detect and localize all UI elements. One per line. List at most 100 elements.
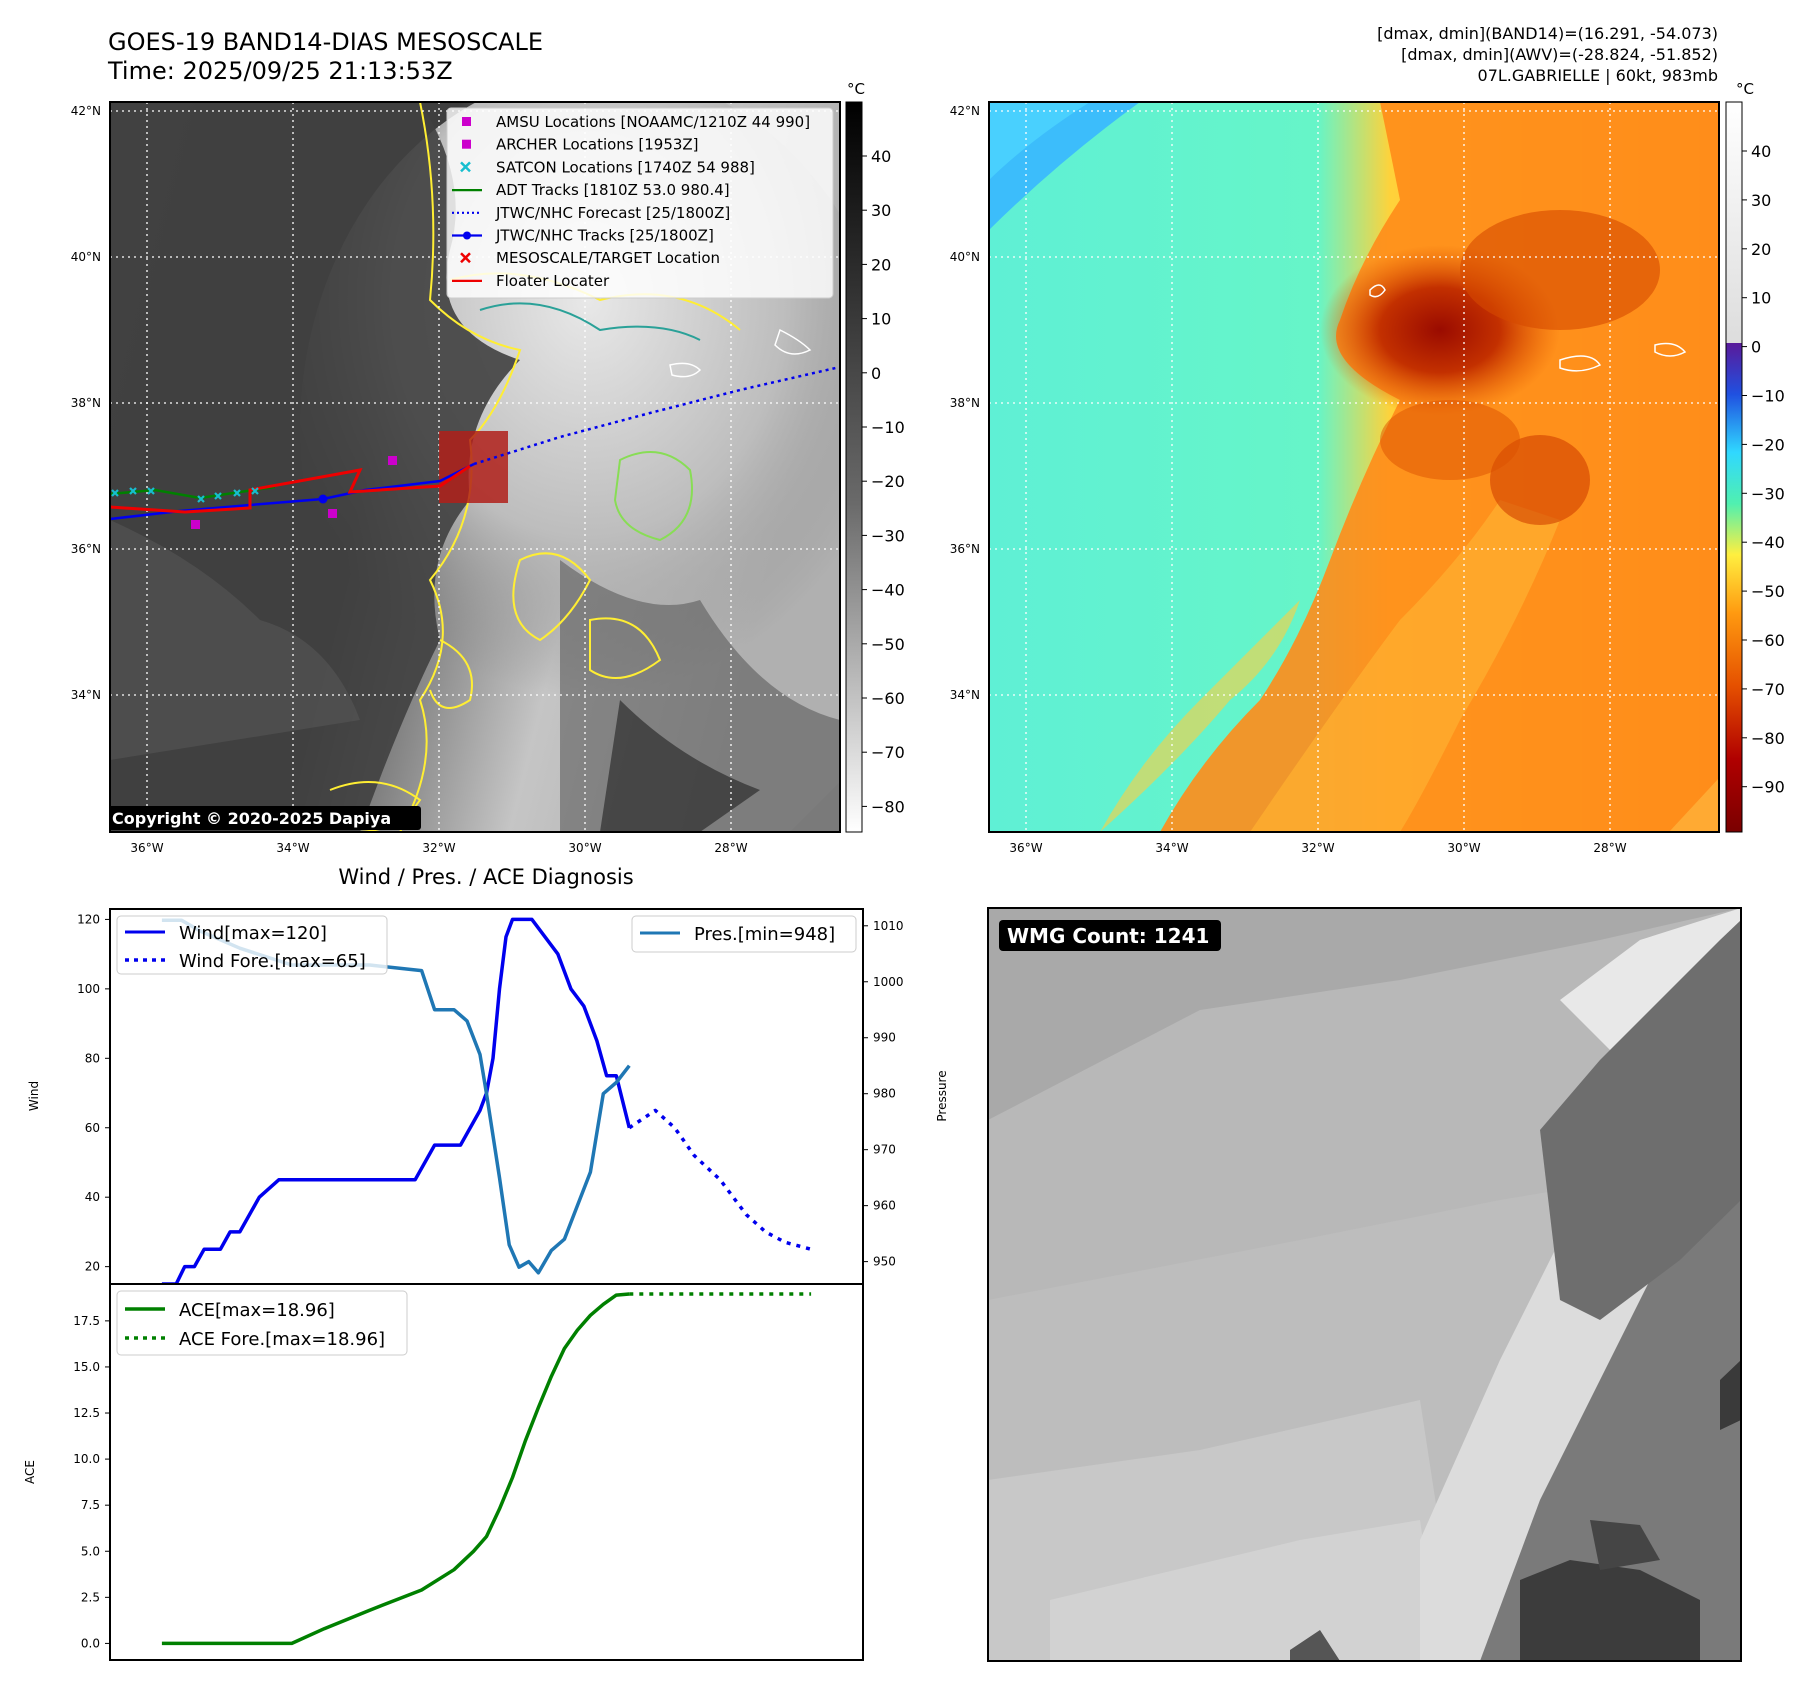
floater-locator-track (110, 464, 471, 514)
ace-axis-label: ACE (23, 1460, 37, 1484)
legend-x-icon (460, 252, 471, 264)
colorbar-tick-label: 20 (1751, 240, 1771, 259)
lon-tick-label: 36°W (1009, 841, 1042, 855)
y-tick-label: 80 (85, 1051, 100, 1065)
ir-colorbar: °C 40 30 20 10 0 −10 −20 −30 −40 −50 −60 −70 −80 (845, 80, 905, 833)
lat-tick-label: 34°N (71, 688, 101, 702)
awv-map-panel: 42°N 40°N 38°N 36°N 34°N 36°W 34°W 32°W 30°W 28°… (950, 101, 1720, 855)
map-legend-item: AMSU Locations [NOAAMC/1210Z 44 990] (462, 113, 810, 131)
awv-colorbar-unit: °C (1736, 80, 1754, 98)
lat-tick-label: 36°N (950, 542, 980, 556)
wind-forecast-legend-label: Wind Fore.[max=65] (179, 951, 366, 972)
colorbar-tick-label: 40 (871, 147, 891, 166)
legend-square-icon (462, 117, 471, 126)
y-tick-label: 2.5 (81, 1590, 100, 1604)
jtwc-track-point (318, 494, 328, 504)
map-legend-label: SATCON Locations [1740Z 54 988] (496, 158, 755, 176)
map-gridlines (989, 102, 1719, 832)
map-legend-item: MESOSCALE/TARGET Location (460, 249, 720, 267)
colorbar-tick-label: −50 (871, 635, 905, 654)
ace-forecast-legend-label: ACE Fore.[max=18.96] (179, 1329, 385, 1350)
lon-tick-label: 34°W (1155, 841, 1188, 855)
colorbar-tick-label: −20 (871, 472, 905, 491)
ace-chart: 0.0 2.5 5.0 7.5 10.0 12.5 15.0 17.5 ACE ACE[max… (23, 1283, 864, 1661)
lon-tick-label: 30°W (1447, 841, 1480, 855)
pressure-legend: Pres.[min=948] (631, 915, 857, 953)
y-tick-label: 17.5 (73, 1314, 100, 1328)
map-legend-label: ADT Tracks [1810Z 53.0 980.4] (496, 181, 730, 199)
colorbar-tick-label: −70 (871, 743, 905, 762)
colorbar-tick-label: −90 (1751, 778, 1785, 797)
y-right-tick-label: 960 (873, 1199, 896, 1213)
y-tick-label: 20 (85, 1260, 100, 1274)
colorbar-tick-label: 30 (871, 201, 891, 220)
ir-colorbar-unit: °C (847, 80, 865, 98)
archer-marker (388, 456, 397, 465)
amsu-marker (328, 509, 337, 518)
wind-legend: Wind[max=120] Wind Fore.[max=65] (116, 915, 388, 975)
wind-legend-label: Wind[max=120] (179, 923, 327, 944)
figure-time: Time: 2025/09/25 21:13:53Z (107, 57, 453, 85)
y-right-tick-label: 970 (873, 1143, 896, 1157)
copyright-label: Copyright © 2020-2025 Dapiya (112, 809, 391, 828)
y-right-tick-label: 980 (873, 1087, 896, 1101)
colorbar-tick-label: −80 (871, 797, 905, 816)
lon-tick-label: 32°W (1301, 841, 1334, 855)
colorbar-tick-label: −10 (1751, 387, 1785, 406)
colorbar-tick-label: −10 (871, 418, 905, 437)
colorbar-tick-label: 0 (1751, 338, 1761, 357)
lon-tick-label: 28°W (714, 841, 747, 855)
series-wind-fore-line (628, 1108, 812, 1251)
lat-tick-label: 38°N (950, 396, 980, 410)
colorbar-tick-label: −20 (1751, 435, 1785, 454)
map-legend-label: Floater Locater (496, 272, 610, 290)
y-tick-label: 0.0 (81, 1636, 100, 1650)
lon-tick-label: 36°W (130, 841, 163, 855)
awv-colorbar: °C 40 30 20 10 0 −10 −20 −30 −40 −50 −60 −70 −80 −90 (1725, 80, 1785, 833)
y-right-tick-label: 990 (873, 1031, 896, 1045)
colorbar-tick-label: 0 (871, 364, 881, 383)
lat-tick-label: 34°N (950, 688, 980, 702)
diagnosis-title: Wind / Pres. / ACE Diagnosis (338, 865, 633, 889)
y-tick-label: 100 (77, 982, 100, 996)
jtwc-forecast-track (473, 365, 840, 466)
info-storm: 07L.GABRIELLE | 60kt, 983mb (1478, 66, 1718, 85)
y-tick-label: 5.0 (81, 1544, 100, 1558)
lat-tick-label: 40°N (950, 250, 980, 264)
colorbar-tick-label: −40 (1751, 533, 1785, 552)
info-band14: [dmax, dmin](BAND14)=(16.291, -54.073) (1377, 24, 1718, 43)
map-legend-item: Floater Locater (452, 272, 610, 290)
series-ace-line (161, 1292, 630, 1646)
colorbar-tick-label: 30 (1751, 191, 1771, 210)
map-legend-label: AMSU Locations [NOAAMC/1210Z 44 990] (496, 113, 810, 131)
y-tick-label: 7.5 (81, 1498, 100, 1512)
legend-x-icon (460, 161, 471, 173)
lat-tick-label: 42°N (950, 104, 980, 118)
figure-title: GOES-19 BAND14-DIAS MESOSCALE (108, 28, 543, 56)
map-legend-label: JTWC/NHC Forecast [25/1800Z] (495, 204, 730, 222)
pressure-legend-label: Pres.[min=948] (694, 924, 835, 945)
ir-map-panel: AMSU Locations [NOAAMC/1210Z 44 990] ARCH… (71, 101, 841, 855)
colorbar-tick-label: −30 (1751, 484, 1785, 503)
map-legend-item: SATCON Locations [1740Z 54 988] (460, 158, 755, 176)
y-tick-label: 10.0 (73, 1452, 100, 1466)
map-legend: AMSU Locations [NOAAMC/1210Z 44 990] ARCH… (446, 107, 834, 299)
wmg-panel: WMG Count: 1241 (987, 907, 1742, 1662)
wind-pressure-chart: 20 40 60 80 100 120 950 960 970 980 990 1000 1010 Wi… (27, 908, 949, 1285)
y-tick-label: 40 (85, 1190, 100, 1204)
colorbar-tick-label: 10 (1751, 289, 1771, 308)
colorbar-tick-label: −30 (871, 526, 905, 545)
y-right-tick-label: 1010 (873, 919, 904, 933)
ace-legend-label: ACE[max=18.96] (179, 1300, 335, 1321)
y-right-tick-label: 950 (873, 1255, 896, 1269)
map-legend-label: ARCHER Locations [1953Z] (496, 136, 699, 154)
ace-legend: ACE[max=18.96] ACE Fore.[max=18.96] (116, 1290, 408, 1356)
series-wind-line (161, 917, 631, 1284)
mesoscale-target-box (439, 431, 508, 503)
y-tick-label: 60 (85, 1121, 100, 1135)
y-tick-label: 12.5 (73, 1406, 100, 1420)
lat-tick-label: 40°N (71, 250, 101, 264)
lon-tick-label: 30°W (568, 841, 601, 855)
awv-map-frame (988, 101, 1720, 833)
